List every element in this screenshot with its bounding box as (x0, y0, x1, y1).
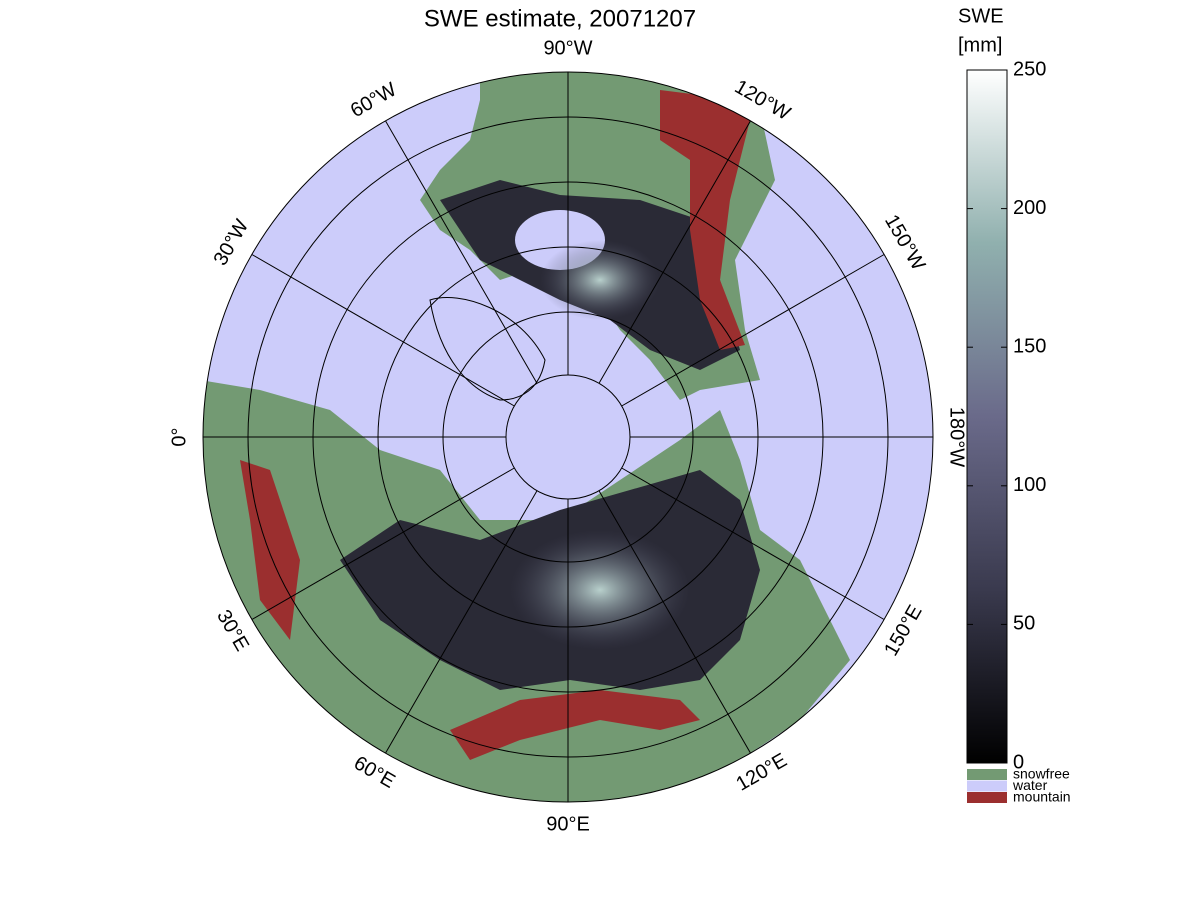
legend-label: mountain (1013, 789, 1071, 805)
snow-peak (540, 240, 660, 320)
legend-swatch (967, 769, 1007, 780)
meridian (251, 467, 515, 620)
colorbar-tick-label: 100 (1013, 474, 1046, 496)
meridian-label: 30°E (212, 606, 253, 655)
colorbar-tick-label: 150 (1013, 335, 1046, 357)
meridian (621, 467, 885, 620)
meridian (598, 120, 751, 384)
snow-peak (510, 530, 690, 650)
meridian (621, 254, 885, 407)
colorbar-tick-label: 200 (1013, 197, 1046, 219)
colorbar-tick-label: 250 (1013, 58, 1046, 80)
meridian (598, 490, 751, 754)
meridian-label: 60°E (350, 752, 399, 793)
map (203, 72, 933, 802)
meridian (385, 490, 538, 754)
meridian (385, 120, 538, 384)
colorbar-tick-label: 50 (1013, 613, 1035, 635)
legend-swatch (967, 792, 1007, 803)
graticule (202, 71, 934, 803)
legend-label: snowfree (1013, 766, 1070, 782)
colorbar-title: SWE (958, 5, 1004, 27)
mountain (450, 690, 700, 760)
mountain (660, 90, 750, 350)
legend-swatch (967, 780, 1007, 792)
meridian-label: 60°W (347, 78, 401, 122)
greenland (429, 297, 546, 401)
meridian-label: 90°E (546, 813, 590, 835)
meridian-label: 30°W (210, 216, 254, 270)
colorbar-tick-label: 0 (1013, 751, 1024, 773)
colorbar (966, 69, 1008, 764)
colorbar-title: [mm] (958, 34, 1002, 56)
legend-label: water (1012, 777, 1048, 793)
meridian (251, 254, 515, 407)
meridian-label: 90°W (543, 37, 592, 59)
title: SWE estimate, 20071207 (424, 5, 696, 32)
meridian-label: 0° (168, 427, 190, 446)
meridian-label: 180°W (946, 407, 968, 467)
